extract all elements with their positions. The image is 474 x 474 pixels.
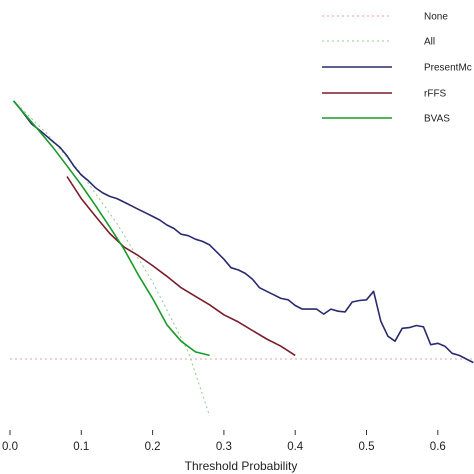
x-axis: 0.0 0.1 0.2 0.3 0.4 0.5 0.6 — [2, 430, 446, 453]
legend-label-none: None — [424, 12, 448, 23]
series-line-all — [13, 100, 211, 417]
x-tick-label-0: 0.0 — [2, 441, 18, 453]
x-tick-label-3: 0.3 — [216, 441, 232, 453]
series-line-bvas — [12, 100, 210, 357]
legend-label-bvas: BVAS — [424, 114, 450, 125]
series-line-rffs — [66, 176, 296, 357]
legend-label-presentmc: PresentMc — [424, 63, 472, 74]
series-line-presentmc — [12, 100, 474, 364]
x-tick-label-4: 0.4 — [287, 441, 304, 453]
x-tick-label-5: 0.5 — [359, 441, 375, 453]
legend-label-rffs: rFFS — [424, 89, 447, 100]
legend-label-all: All — [424, 37, 435, 48]
plot-lines — [10, 100, 474, 417]
x-tick-label-6: 0.6 — [430, 441, 446, 453]
x-axis-title: Threshold Probability — [185, 459, 298, 473]
x-tick-label-2: 0.2 — [145, 441, 161, 453]
legend: None All PresentMc rFFS BVAS — [322, 12, 472, 125]
x-tick-label-1: 0.1 — [73, 441, 89, 453]
